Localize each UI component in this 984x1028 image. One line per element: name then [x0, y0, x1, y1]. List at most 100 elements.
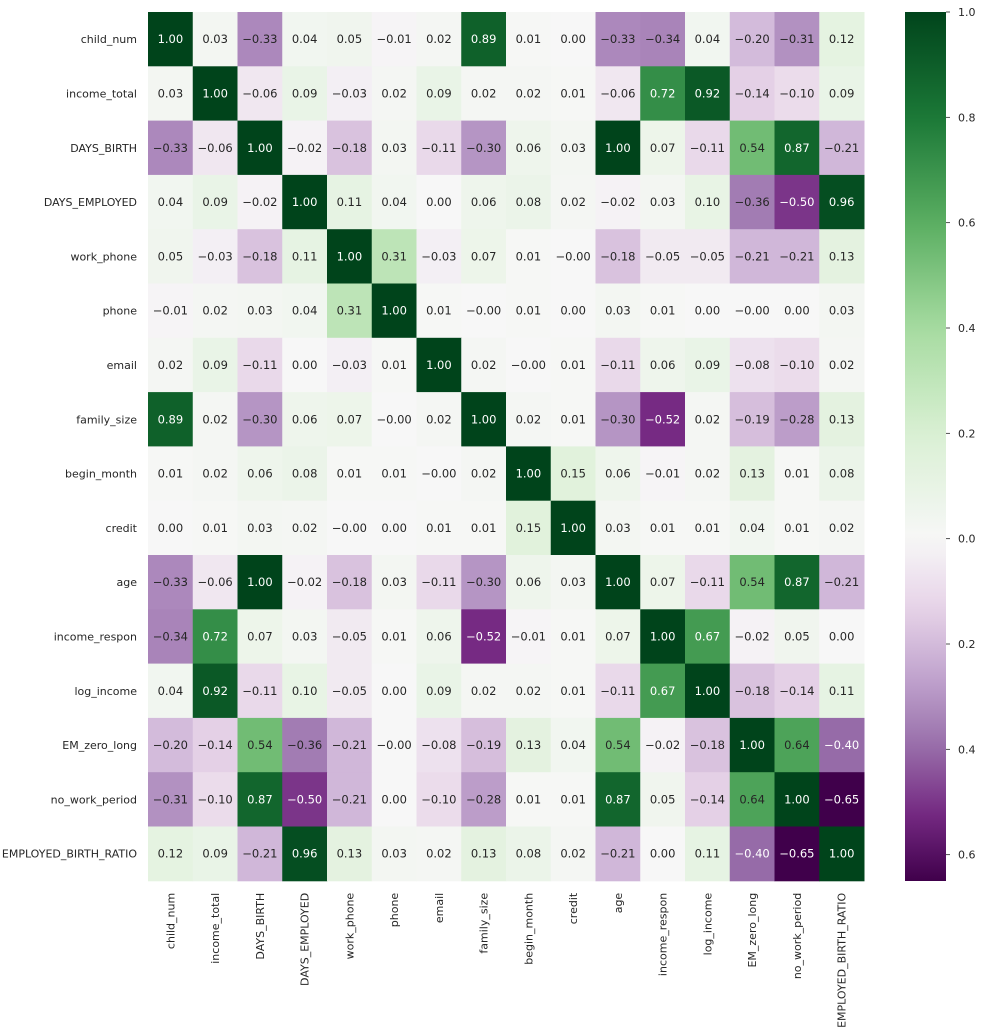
- heatmap-cell-label: 0.00: [292, 358, 318, 372]
- heatmap-cell: [640, 337, 686, 393]
- heatmap-cell-label: −0.21: [332, 738, 367, 752]
- colorbar-tick-label: 0.8: [958, 111, 976, 124]
- heatmap-cell-label: −0.33: [153, 141, 188, 155]
- heatmap-cell-label: −0.34: [153, 629, 188, 643]
- heatmap-cell-label: −0.18: [690, 738, 725, 752]
- heatmap-cell-label: −0.06: [600, 86, 635, 100]
- heatmap-cell-label: −0.05: [690, 249, 725, 263]
- heatmap-cell-label: 1.00: [560, 521, 586, 535]
- heatmap-cell: [640, 446, 686, 502]
- heatmap-cell: [685, 283, 731, 339]
- heatmap-cell: [192, 120, 238, 176]
- heatmap-cell: [774, 174, 820, 230]
- x-tick-label: family_size: [478, 893, 491, 954]
- heatmap-cell: [416, 609, 462, 665]
- y-tick-label: income_respon: [54, 630, 137, 643]
- heatmap-cell: [729, 66, 775, 122]
- y-tick-label: phone: [103, 305, 138, 318]
- heatmap-cell: [685, 446, 731, 502]
- heatmap-cell: [595, 337, 641, 393]
- heatmap-cell: [327, 283, 373, 339]
- heatmap-cell-label: −0.10: [421, 792, 456, 806]
- heatmap-cell: [640, 717, 686, 773]
- heatmap-cell: [416, 826, 462, 882]
- x-tick-label: begin_month: [522, 893, 535, 965]
- heatmap-cell: [685, 826, 731, 882]
- heatmap-cell-label: 0.11: [337, 195, 363, 209]
- heatmap-cell-label: 0.01: [158, 467, 184, 481]
- heatmap-cell-label: −0.30: [242, 412, 277, 426]
- heatmap-cell: [819, 120, 865, 176]
- heatmap-cell: [282, 717, 328, 773]
- heatmap-cell-label: −0.01: [153, 304, 188, 318]
- heatmap-cell-label: 1.00: [292, 195, 318, 209]
- heatmap-cell-label: −0.10: [198, 792, 233, 806]
- heatmap-cell: [729, 337, 775, 393]
- heatmap-cell-label: 0.03: [158, 86, 184, 100]
- heatmap-cell: [550, 12, 596, 67]
- heatmap-cell: [506, 555, 552, 610]
- heatmap-cell: [685, 500, 731, 556]
- heatmap-cell: [550, 229, 596, 284]
- heatmap-cell: [327, 120, 373, 176]
- heatmap-cell: [595, 772, 641, 827]
- heatmap-cell: [729, 12, 775, 67]
- heatmap-cell: [371, 12, 417, 67]
- heatmap-cell-label: −0.06: [198, 575, 233, 589]
- heatmap-cell: [282, 229, 328, 284]
- heatmap-cell: [371, 283, 417, 339]
- heatmap-cell-label: −0.11: [421, 575, 456, 589]
- heatmap-cell-label: 0.06: [516, 575, 542, 589]
- heatmap-cell: [729, 772, 775, 827]
- heatmap-cell-label: −0.05: [645, 249, 680, 263]
- colorbar-tick-label: 0.4: [958, 743, 976, 756]
- heatmap-cell-label: 1.00: [426, 358, 452, 372]
- heatmap-cell-label: 0.09: [202, 195, 228, 209]
- heatmap-cell-label: −0.14: [779, 684, 814, 698]
- heatmap-cell-label: −0.03: [421, 249, 456, 263]
- heatmap-cell-label: 1.00: [695, 684, 721, 698]
- heatmap-cell: [640, 392, 686, 447]
- heatmap-cell: [595, 283, 641, 339]
- heatmap-cell-label: −0.36: [735, 195, 770, 209]
- heatmap-cell-label: −0.02: [735, 629, 770, 643]
- heatmap-cell-label: 1.00: [158, 32, 184, 46]
- heatmap-cell-label: 1.00: [381, 304, 407, 318]
- heatmap-cell-label: −0.14: [690, 792, 725, 806]
- heatmap-cell-label: 0.03: [829, 304, 855, 318]
- heatmap-cell-label: 0.67: [695, 629, 721, 643]
- y-tick-label: no_work_period: [51, 793, 137, 806]
- heatmap-cell: [774, 717, 820, 773]
- heatmap-cell: [192, 229, 238, 284]
- heatmap-cell: [774, 66, 820, 122]
- heatmap-cell: [819, 12, 865, 67]
- heatmap-cell: [371, 826, 417, 882]
- heatmap-cell-label: 0.04: [292, 32, 318, 46]
- heatmap-cell: [729, 446, 775, 502]
- heatmap-cell-label: 0.01: [381, 358, 407, 372]
- heatmap-cell: [327, 663, 373, 719]
- heatmap-cell: [729, 826, 775, 882]
- x-tick-label: work_phone: [343, 893, 356, 960]
- heatmap-cell: [819, 392, 865, 447]
- heatmap-cell: [729, 283, 775, 339]
- x-tick-label: DAYS_BIRTH: [254, 893, 267, 960]
- heatmap-cell: [416, 392, 462, 447]
- heatmap-cell: [371, 663, 417, 719]
- heatmap-cell: [237, 555, 283, 610]
- heatmap-cell: [595, 174, 641, 230]
- heatmap-cell: [774, 826, 820, 882]
- heatmap-cell-label: 0.87: [784, 575, 810, 589]
- heatmap-cell-label: −0.06: [198, 141, 233, 155]
- heatmap-cell: [327, 174, 373, 230]
- heatmap-cell: [774, 337, 820, 393]
- heatmap-cell-label: 0.54: [247, 738, 273, 752]
- heatmap-cell-label: −0.50: [779, 195, 814, 209]
- heatmap-cell-label: 0.02: [292, 521, 318, 535]
- heatmap-cell-label: −0.30: [600, 412, 635, 426]
- heatmap-cell: [282, 392, 328, 447]
- heatmap-cell: [192, 66, 238, 122]
- heatmap-cell: [550, 717, 596, 773]
- heatmap-cell: [327, 717, 373, 773]
- heatmap-cell: [640, 283, 686, 339]
